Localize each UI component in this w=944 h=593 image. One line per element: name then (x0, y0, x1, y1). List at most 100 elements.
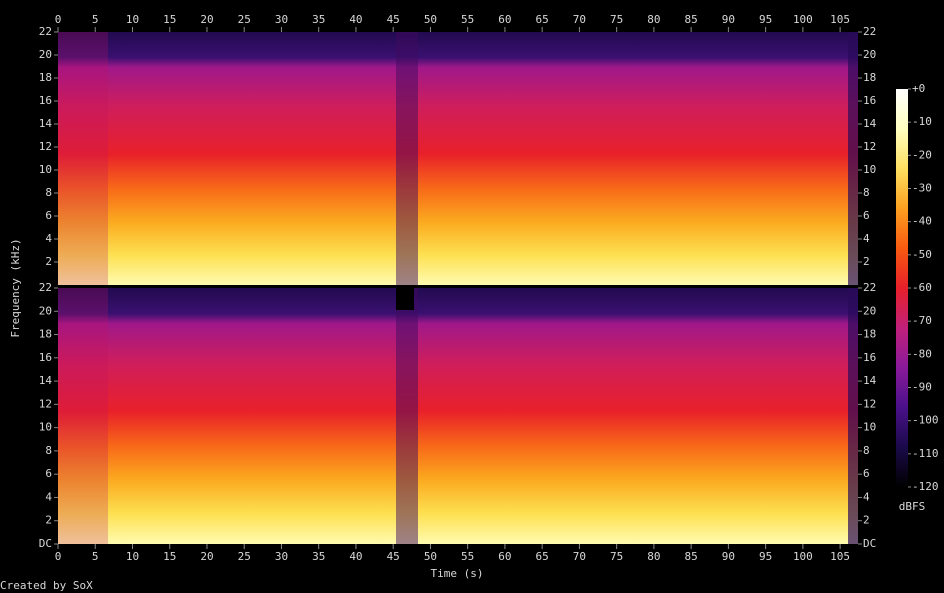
x-tick-label: 100 (793, 550, 813, 563)
y-tick-label: 10 (863, 421, 876, 434)
x-tick-label: 95 (759, 550, 772, 563)
y-tick-label: 18 (39, 328, 52, 341)
x-tick-label: 65 (536, 550, 549, 563)
x-tick-label: 25 (238, 13, 251, 26)
x-tick-label: 5 (92, 550, 99, 563)
x-tick-label: 60 (498, 550, 511, 563)
y-tick-label: 22 (39, 281, 52, 294)
x-tick-label: 15 (163, 13, 176, 26)
quiet-band (396, 32, 418, 285)
colorbar-tick-label: +0 (912, 82, 925, 95)
y-tick-label: 20 (39, 48, 52, 61)
x-tick-label: 15 (163, 550, 176, 563)
y-tick-label: 18 (863, 71, 876, 84)
y-tick-label: 10 (39, 421, 52, 434)
x-tick-label: 75 (610, 13, 623, 26)
colorbar-tick-label: -90 (912, 381, 932, 394)
x-axis-label: Time (s) (431, 567, 484, 580)
x-tick-label: 80 (647, 550, 660, 563)
x-tick-label: 70 (573, 13, 586, 26)
spectrogram-bottom (58, 288, 858, 544)
x-tick-label: 25 (238, 550, 251, 563)
y-tick-label: 20 (863, 48, 876, 61)
y-tick-label: 22 (863, 281, 876, 294)
colorbar-tick-label: -70 (912, 314, 932, 327)
colorbar-tick-label: -60 (912, 281, 932, 294)
y-tick-label: 12 (863, 397, 876, 410)
colorbar-tick-label: -120 (912, 480, 939, 493)
x-tick-label: 90 (722, 550, 735, 563)
y-tick-label: 2 (45, 255, 52, 268)
y-tick-label: 16 (863, 94, 876, 107)
y-tick-label: 12 (863, 140, 876, 153)
spectrogram-image (58, 32, 858, 285)
y-tick-label: 20 (39, 304, 52, 317)
x-tick-label: 50 (424, 550, 437, 563)
y-tick-label: 8 (45, 186, 52, 199)
colorbar (896, 89, 908, 487)
colorbar-tick-label: -50 (912, 248, 932, 261)
y-tick-label: 18 (39, 71, 52, 84)
x-tick-label: 85 (685, 13, 698, 26)
intro-band (58, 288, 108, 544)
quiet-band (396, 288, 418, 544)
y-tick-label: 4 (45, 232, 52, 245)
end-band (848, 32, 858, 285)
y-tick-label: 4 (45, 490, 52, 503)
colorbar-tick-label: -80 (912, 347, 932, 360)
x-tick-label: 105 (830, 550, 850, 563)
y-tick-label: 6 (863, 209, 870, 222)
x-tick-label: 90 (722, 13, 735, 26)
x-tick-label: 80 (647, 13, 660, 26)
footer: Created by SoX (0, 579, 93, 592)
y-tick-label: 8 (863, 186, 870, 199)
x-tick-label: 10 (126, 550, 139, 563)
y-tick-label: 6 (45, 209, 52, 222)
colorbar-tick-label: -110 (912, 447, 939, 460)
spectrogram-image (58, 288, 858, 544)
y-tick-label: 10 (39, 163, 52, 176)
y-axis-label: Frequency (kHz) (9, 238, 22, 337)
colorbar-tick-label: -20 (912, 148, 932, 161)
y-tick-label: 4 (863, 232, 870, 245)
x-tick-label: 5 (92, 13, 99, 26)
x-tick-label: 55 (461, 550, 474, 563)
y-tick-label: DC (39, 537, 52, 550)
y-tick-label: 16 (863, 351, 876, 364)
y-tick-label: 14 (863, 374, 877, 387)
x-tick-label: 10 (126, 13, 139, 26)
x-tick-label: 20 (200, 550, 213, 563)
x-tick-label: 40 (349, 13, 362, 26)
x-tick-label: 30 (275, 550, 288, 563)
colorbar-label: dBFS (899, 500, 926, 513)
colorbar-tick-label: -40 (912, 215, 932, 228)
y-tick-label: 16 (39, 94, 52, 107)
colorbar-tick-label: -100 (912, 414, 939, 427)
x-tick-label: 30 (275, 13, 288, 26)
x-tick-label: 45 (387, 550, 400, 563)
x-tick-label: 55 (461, 13, 474, 26)
y-tick-label: 20 (863, 304, 876, 317)
x-tick-label: 95 (759, 13, 772, 26)
x-tick-label: 40 (349, 550, 362, 563)
y-tick-label: 2 (45, 514, 52, 527)
x-tick-label: 100 (793, 13, 813, 26)
x-tick-label: 35 (312, 550, 325, 563)
y-tick-label: 16 (39, 351, 52, 364)
y-tick-label: 22 (39, 25, 52, 38)
y-tick-label: 12 (39, 140, 52, 153)
y-tick-label: 14 (39, 374, 53, 387)
spectrogram-top (58, 32, 858, 285)
x-tick-label: 0 (55, 550, 62, 563)
y-tick-label: 18 (863, 328, 876, 341)
x-tick-label: 45 (387, 13, 400, 26)
y-tick-label: 2 (863, 514, 870, 527)
colorbar-tick-label: -30 (912, 182, 932, 195)
x-tick-label: 75 (610, 550, 623, 563)
x-tick-label: 20 (200, 13, 213, 26)
x-tick-label: 65 (536, 13, 549, 26)
y-tick-label: 8 (863, 444, 870, 457)
intro-band (58, 32, 108, 285)
